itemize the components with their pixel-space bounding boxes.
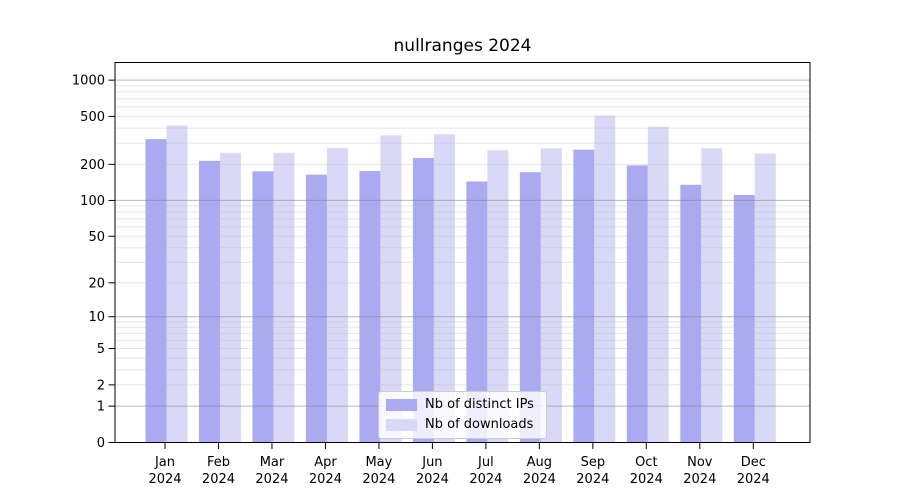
chart-title: nullranges 2024 [393,36,532,56]
legend-label-downloads: Nb of downloads [425,417,534,432]
bar-nov-distinct-ips [680,184,702,443]
bar-may-downloads [380,135,402,443]
y-tick-label-1000: 1000 [72,74,105,89]
legend-item-downloads: Nb of downloads [386,417,534,433]
x-tick-label-jul: Jul 2024 [469,455,502,487]
y-tick-label-20: 20 [88,276,105,291]
y-tick-label-50: 50 [88,230,105,245]
y-tick-label-10: 10 [88,310,105,325]
bar-oct-downloads [647,126,669,443]
x-tick-label-jun: Jun 2024 [416,455,449,487]
x-tick-label-mar: Mar 2024 [255,455,288,487]
y-tick-label-500: 500 [80,110,105,125]
x-tick-label-feb: Feb 2024 [202,455,235,487]
bar-aug-downloads [540,148,562,443]
bar-jul-distinct-ips [466,181,488,443]
x-tick-label-aug: Aug 2024 [523,455,556,487]
legend-swatch-downloads [386,419,417,431]
x-tick-label-nov: Nov 2024 [683,455,716,487]
x-tick-label-sep: Sep 2024 [576,455,609,487]
bar-feb-distinct-ips [198,160,220,443]
bar-mar-distinct-ips [252,171,274,443]
bar-jul-downloads [487,150,509,443]
y-tick-label-5: 5 [97,342,105,357]
bar-jun-distinct-ips [412,157,434,443]
plot-border [114,62,811,443]
bar-oct-distinct-ips [626,165,648,443]
y-tick-label-100: 100 [80,194,105,209]
x-tick-label-dec: Dec 2024 [737,455,770,487]
y-tick-label-200: 200 [80,158,105,173]
y-tick-label-0: 0 [97,436,105,451]
x-tick-label-may: May 2024 [362,455,395,487]
bar-apr-downloads [326,148,348,443]
bar-dec-distinct-ips [733,195,755,443]
legend: Nb of distinct IPs Nb of downloads [378,391,547,439]
x-tick-label-apr: Apr 2024 [309,455,342,487]
x-tick-label-jan: Jan 2024 [148,455,181,487]
bar-sep-distinct-ips [573,149,595,443]
bar-jan-distinct-ips [145,139,167,443]
y-tick-label-1: 1 [97,400,105,415]
bar-jun-downloads [433,134,455,443]
bar-apr-distinct-ips [305,174,327,443]
bar-may-distinct-ips [359,171,381,443]
legend-item-distinct-ips: Nb of distinct IPs [386,397,534,413]
bar-feb-downloads [219,152,241,443]
bar-aug-distinct-ips [519,172,541,443]
legend-label-distinct-ips: Nb of distinct IPs [425,397,534,412]
bar-nov-downloads [701,148,723,443]
bar-dec-downloads [754,153,776,443]
bar-jan-downloads [166,125,188,443]
x-tick-label-oct: Oct 2024 [630,455,663,487]
bar-mar-downloads [273,152,295,443]
bar-sep-downloads [594,115,616,443]
legend-swatch-distinct-ips [386,399,417,411]
y-tick-label-2: 2 [97,378,105,393]
